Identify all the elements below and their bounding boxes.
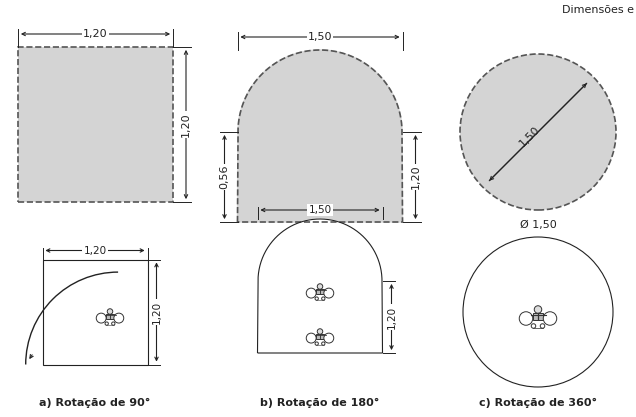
Circle shape [307,288,316,298]
Circle shape [463,237,613,387]
Circle shape [96,313,106,323]
Text: 1,20: 1,20 [387,305,396,329]
Circle shape [460,54,616,210]
Polygon shape [258,219,382,353]
Bar [316,334,324,339]
Circle shape [307,333,316,343]
Circle shape [315,297,319,300]
Bar [43,259,148,364]
Circle shape [324,333,334,343]
Bar [18,47,173,202]
Circle shape [114,313,124,323]
Circle shape [107,309,113,314]
Text: 1,50: 1,50 [308,205,331,215]
Text: c) Rotação de 360°: c) Rotação de 360° [479,398,597,408]
Circle shape [317,284,322,289]
Text: Ø 1,50: Ø 1,50 [520,220,556,230]
Circle shape [543,312,556,325]
Bar [533,312,543,320]
Text: 1,20: 1,20 [83,246,107,256]
Text: 1,20: 1,20 [83,29,108,39]
Circle shape [322,342,325,345]
Circle shape [540,324,545,328]
Circle shape [322,297,325,300]
Text: 0,56: 0,56 [219,165,230,189]
Text: 1,50: 1,50 [518,125,543,149]
Text: Dimensões e: Dimensões e [562,5,634,15]
Circle shape [317,329,322,334]
Circle shape [315,342,319,345]
Bar [316,289,324,294]
Text: b) Rotação de 180°: b) Rotação de 180° [260,398,380,408]
Bar [106,314,114,319]
Text: 1,20: 1,20 [410,165,420,189]
Text: 1,50: 1,50 [308,32,332,42]
Circle shape [534,306,542,313]
Circle shape [324,288,334,298]
Circle shape [519,312,533,325]
Circle shape [531,324,536,328]
Text: a) Rotação de 90°: a) Rotação de 90° [39,398,151,408]
Text: 1,20: 1,20 [181,112,191,137]
Polygon shape [237,50,403,222]
Circle shape [112,322,115,325]
Circle shape [105,322,108,325]
Text: 1,20: 1,20 [151,300,162,324]
